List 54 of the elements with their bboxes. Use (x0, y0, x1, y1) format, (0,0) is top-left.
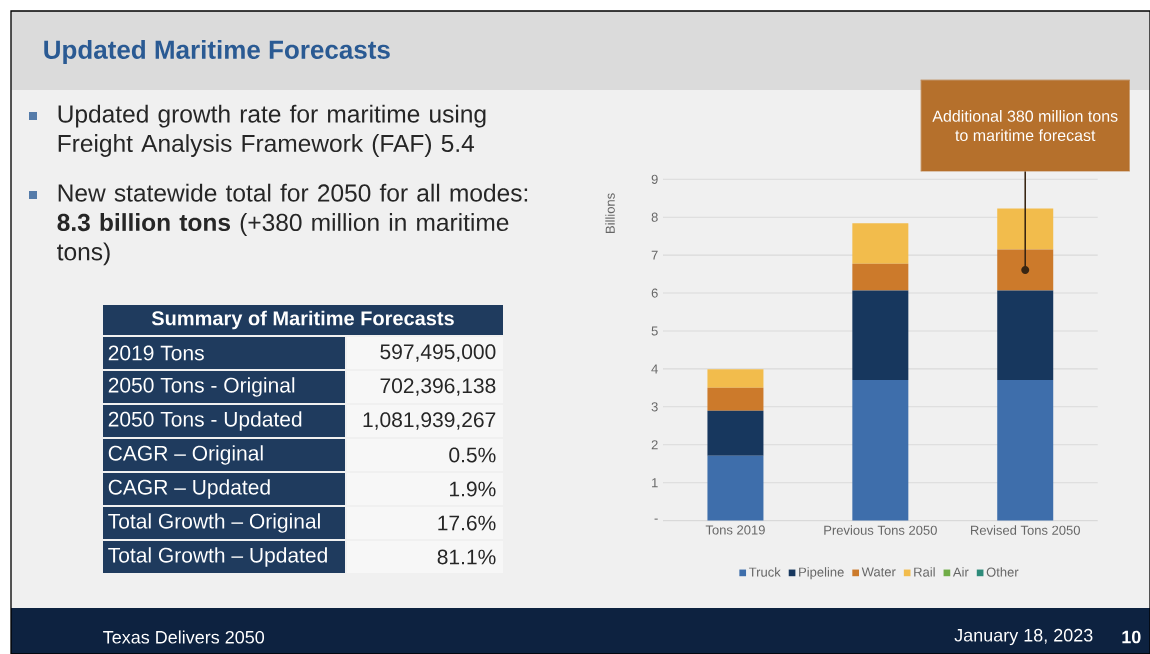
text: Texas Delivers 2050 (103, 630, 265, 644)
y-axis-title: Billions (605, 193, 615, 233)
bar (852, 379, 909, 521)
text: 2050 Tons - Original (108, 377, 295, 397)
text: Additional 380 million tons to maritime forecast (932, 110, 1118, 142)
bar (707, 455, 764, 521)
text: 0.5% (449, 447, 496, 463)
text: Total Growth – Updated (108, 547, 327, 567)
text: Total Growth – Original (108, 513, 320, 533)
bar (997, 249, 1054, 291)
text: Summary of Maritime Forecasts (151, 310, 454, 330)
x-tick-label: Tons 2019 (705, 525, 765, 535)
y-tick-label: 9 (651, 174, 658, 184)
bar (707, 387, 764, 411)
text: 10 (1122, 630, 1141, 644)
text: 2019 Tons (108, 345, 204, 361)
y-tick-label: 8 (651, 212, 658, 222)
text: 2050 Tons - Updated (108, 411, 302, 431)
y-tick-label: 3 (651, 402, 658, 412)
y-tick-label: 4 (651, 364, 658, 374)
bar (997, 290, 1054, 380)
bar (707, 410, 764, 456)
legend-label: Water (861, 567, 896, 577)
y-tick-label: 2 (651, 440, 658, 450)
y-tick-label: - (654, 518, 658, 520)
y-tick-label: 6 (651, 288, 658, 298)
text: 1.9% (450, 481, 496, 497)
text: Updated Maritime Forecasts (44, 39, 390, 65)
bar (852, 290, 909, 380)
bar (997, 208, 1054, 250)
text: Updated growth rate for maritime using Freight Analysis Framework (FAF) 5.4 (58, 104, 486, 157)
legend-label: Rail (914, 567, 935, 577)
text: CAGR – Original (108, 445, 263, 465)
bar (707, 369, 764, 388)
y-tick-label: 5 (651, 326, 658, 336)
bar (852, 263, 909, 291)
text: January 18, 2023 (954, 628, 1093, 646)
bar (997, 379, 1054, 521)
text: 702,396,138 (380, 378, 496, 396)
text: 597,495,000 (380, 344, 496, 362)
y-tick-label: 7 (651, 250, 658, 260)
x-tick-label: Previous Tons 2050 (824, 525, 937, 535)
legend-label: Air (952, 567, 969, 577)
text: New statewide total for 2050 for all modes: 8.3 billion tons (+380 million in maritime tons) (57, 183, 528, 266)
legend-label: Pipeline (799, 567, 844, 580)
legend-label: Truck (749, 567, 781, 577)
text: 17.6% (438, 515, 496, 531)
text: CAGR – Updated (108, 479, 270, 499)
text: 1,081,939,267 (363, 412, 496, 430)
text: 81.1% (437, 549, 496, 565)
x-tick-label: Revised Tons 2050 (971, 525, 1080, 535)
legend-label: Other (986, 567, 1019, 577)
bar (852, 223, 909, 264)
y-tick-label: 1 (652, 478, 658, 488)
